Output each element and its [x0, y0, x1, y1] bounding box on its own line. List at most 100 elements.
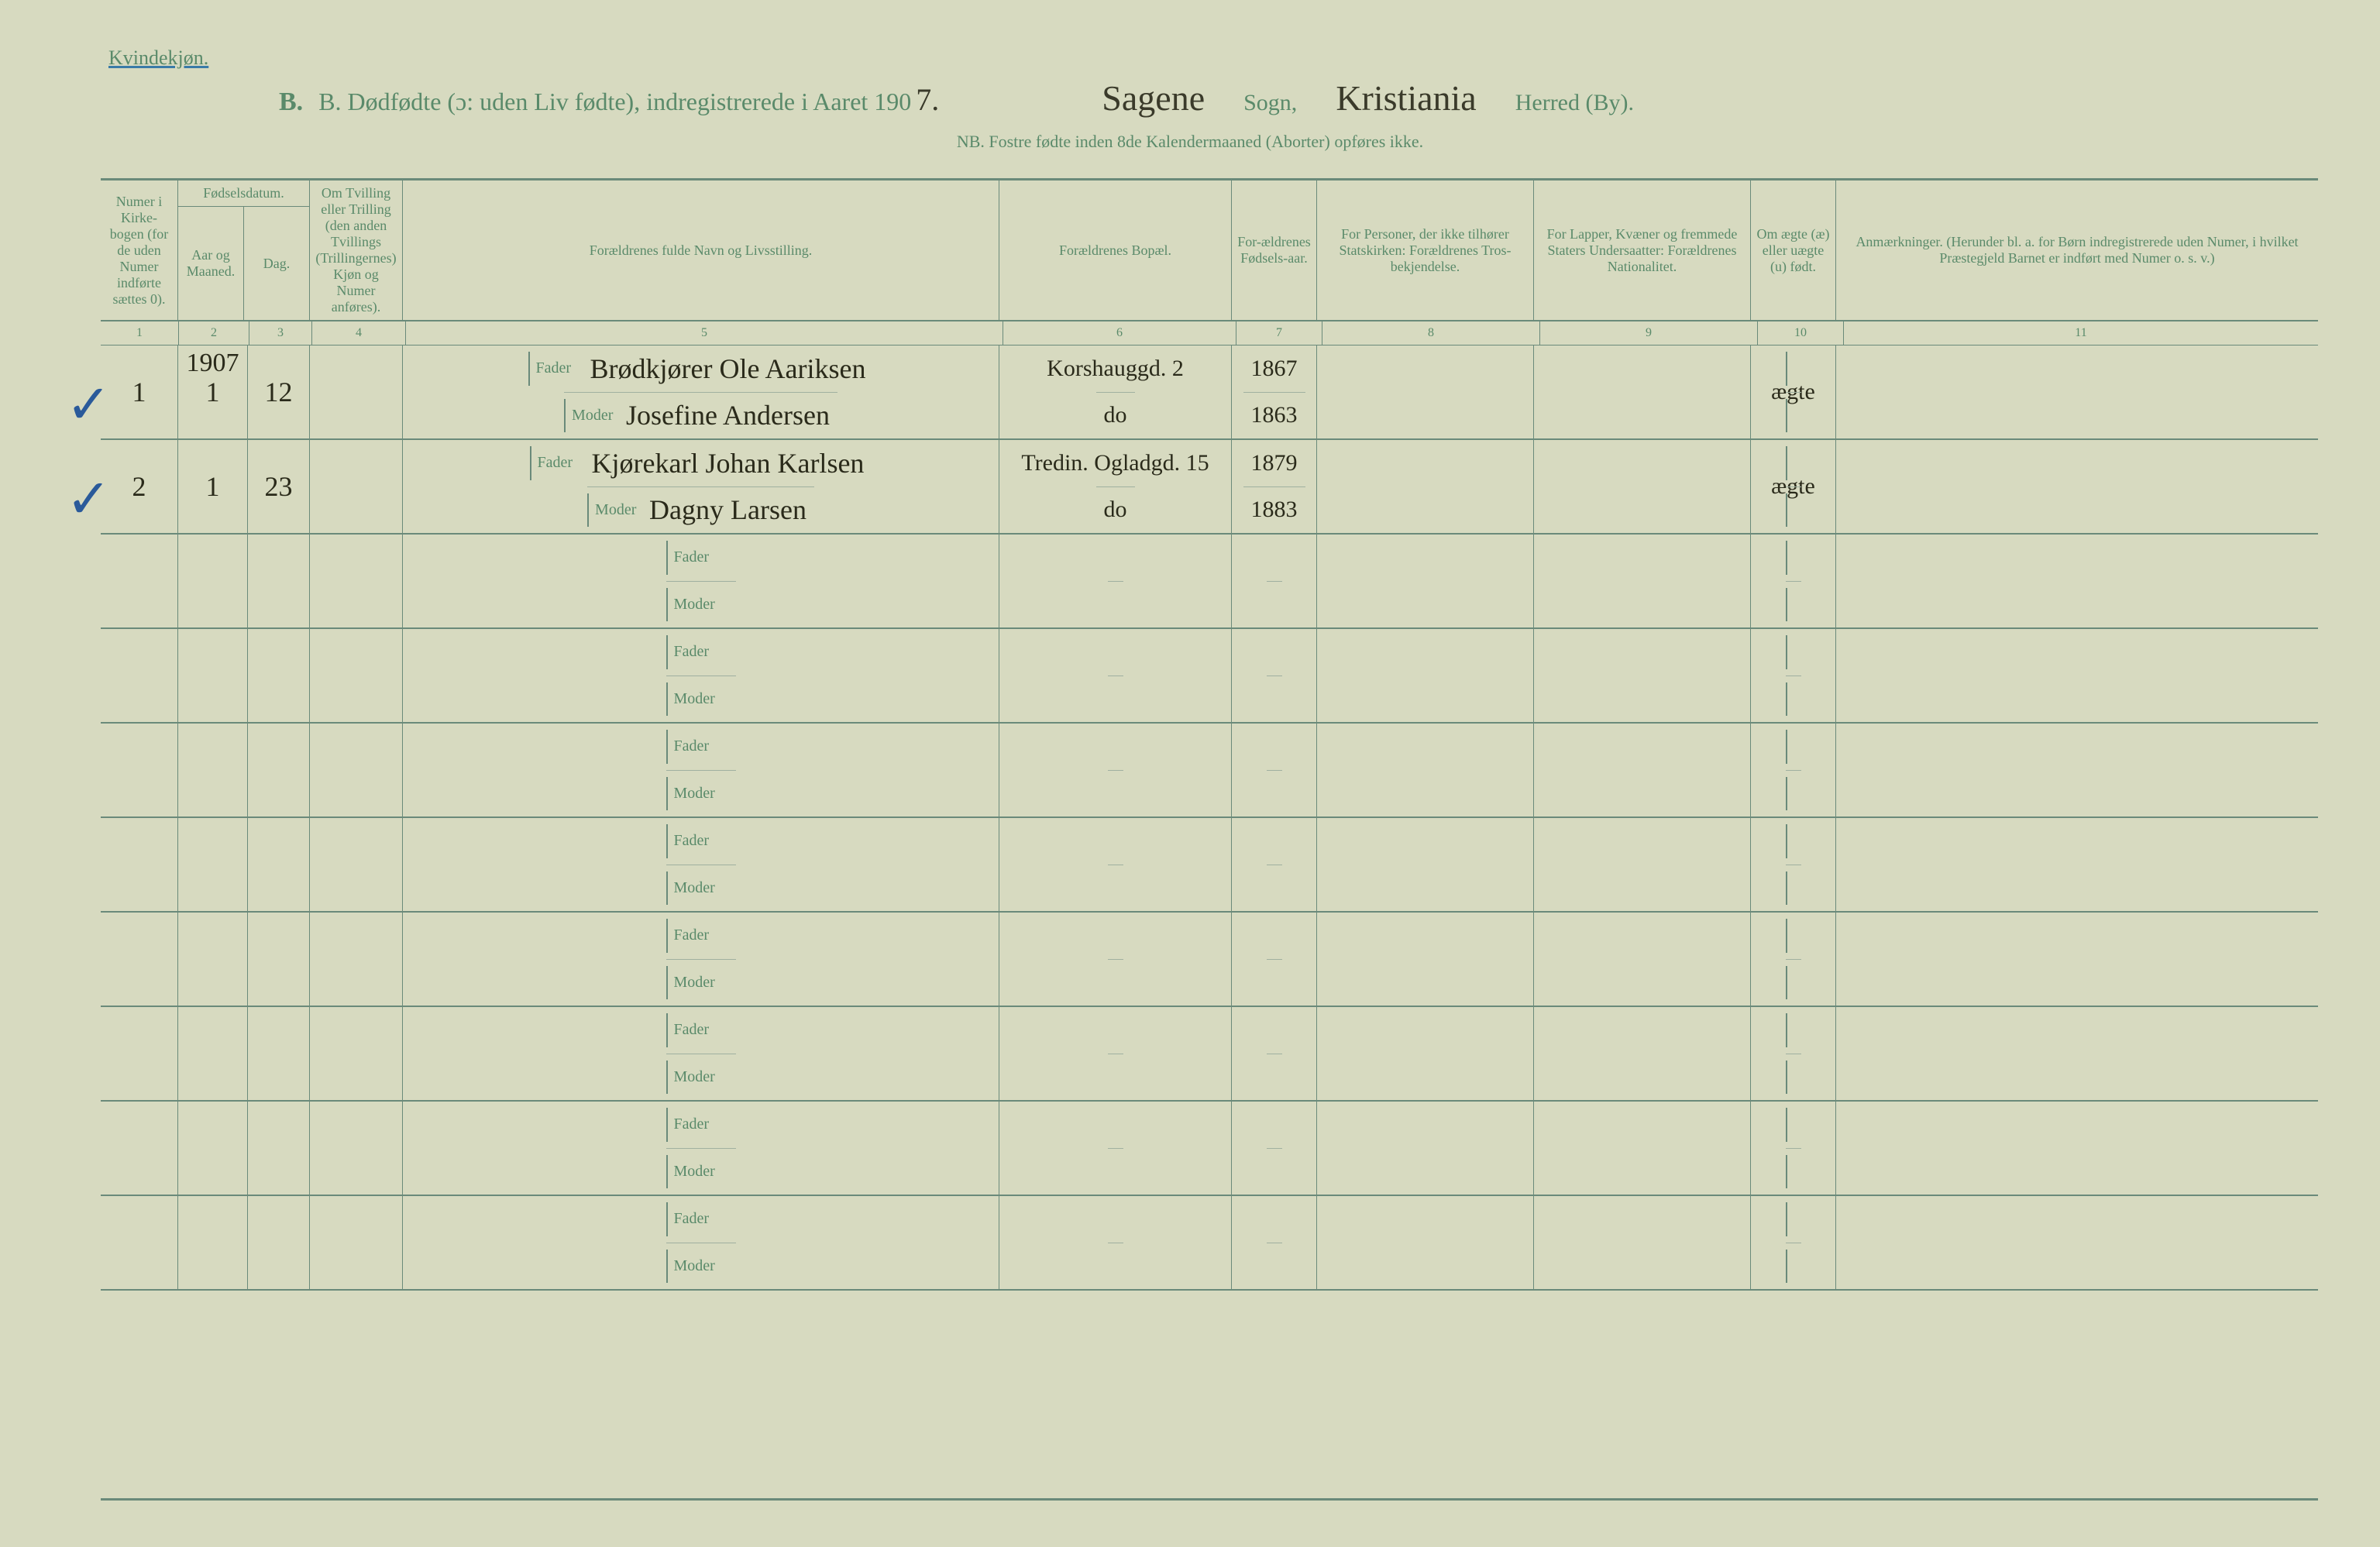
moder-bopel-sub	[1108, 581, 1123, 628]
moder-sub: Moder	[666, 581, 736, 628]
fader-sub: Fader	[666, 913, 736, 959]
fader-sub: Fader	[666, 724, 736, 770]
cell-names: FaderModer	[403, 629, 999, 722]
record-row: FaderModer	[101, 629, 2318, 724]
colnum-4: 4	[312, 321, 406, 345]
record-row: ✓11907112FaderBrødkjører Ole AariksenMod…	[101, 345, 2318, 440]
ledger-table: Numer i Kirke-bogen (for de uden Numer i…	[101, 178, 2318, 1501]
aegte-sub-top	[1786, 1102, 1801, 1148]
cell-nation	[1534, 1102, 1751, 1195]
cell-aegte: ægte	[1751, 345, 1836, 438]
moder-label: Moder	[595, 501, 649, 519]
cell-day: 23	[248, 440, 310, 533]
aegte-sub-top	[1786, 629, 1801, 676]
fader-sub: Fader	[666, 1102, 736, 1148]
cell-names: FaderModer	[403, 1196, 999, 1289]
cell-num: 1	[101, 345, 178, 438]
moder-year-sub	[1267, 1054, 1282, 1101]
num-value: 1	[132, 378, 146, 406]
record-row: FaderModer	[101, 724, 2318, 818]
cell-birthyear	[1232, 818, 1317, 911]
moder-year-sub	[1267, 1243, 1282, 1290]
moder-label: Moder	[674, 596, 728, 614]
moder-bopel-sub: do	[1096, 392, 1135, 439]
colnum-6: 6	[1003, 321, 1236, 345]
aegte-sub-bot	[1786, 865, 1801, 912]
year-suffix-hand: 7.	[916, 82, 939, 117]
fader-sub: Fader	[666, 1007, 736, 1054]
fader-bopel-sub	[1108, 629, 1123, 676]
year-top: 1907	[187, 349, 239, 378]
moder-bopel-sub	[1108, 676, 1123, 723]
aegte-sub-top	[1786, 535, 1801, 581]
col-header-8: For Lapper, Kvæner og fremmede Staters U…	[1534, 180, 1751, 320]
fader-bopel-sub	[1108, 1102, 1123, 1148]
fader-label: Fader	[538, 454, 592, 472]
moder-bopel: do	[1104, 404, 1127, 427]
moder-sub: Moder	[666, 1148, 736, 1195]
colnum-8: 8	[1322, 321, 1540, 345]
day-value: 12	[265, 378, 293, 406]
cell-month	[178, 535, 248, 627]
cell-num	[101, 535, 178, 627]
fader-name: Brødkjører Ole Aariksen	[590, 355, 866, 383]
aegte-sub-top	[1786, 440, 1801, 486]
moder-name: Dagny Larsen	[649, 496, 807, 524]
moder-label: Moder	[674, 1163, 728, 1181]
cell-tros	[1317, 1196, 1534, 1289]
fader-bopel-sub	[1108, 913, 1123, 959]
fader-bopel-sub	[1108, 1007, 1123, 1054]
fader-sub: Fader	[666, 535, 736, 581]
fader-bopel-sub	[1108, 818, 1123, 865]
checkmark-icon: ✓	[66, 373, 112, 437]
colnum-2: 2	[179, 321, 249, 345]
ledger-page: Kvindekjøn. B. B. Dødfødte (ɔ: uden Liv …	[0, 0, 2380, 1547]
cell-day	[248, 1007, 310, 1100]
fader-year-sub	[1267, 818, 1282, 865]
col-header-7: For Personer, der ikke tilhører Statskir…	[1317, 180, 1534, 320]
aegte-sub-top	[1786, 913, 1801, 959]
cell-names: Fader Moder	[403, 535, 999, 627]
cell-num	[101, 1196, 178, 1289]
cell-nation	[1534, 818, 1751, 911]
aegte-sub-top	[1786, 1007, 1801, 1054]
fader-label: Fader	[674, 737, 728, 755]
moder-bopel: do	[1104, 498, 1127, 521]
day-value: 23	[265, 473, 293, 500]
cell-tros	[1317, 818, 1534, 911]
col-header-5: Forældrenes Bopæl.	[999, 180, 1232, 320]
moder-label: Moder	[674, 879, 728, 897]
record-row: FaderModer	[101, 818, 2318, 913]
fader-year-sub: 1879	[1243, 440, 1305, 486]
record-row: Fader Moder	[101, 535, 2318, 629]
cell-bopel	[999, 1102, 1232, 1195]
colnum-3: 3	[249, 321, 312, 345]
aegte-sub-bot	[1786, 959, 1801, 1006]
cell-aegte	[1751, 818, 1836, 911]
col-header-1: Numer i Kirke-bogen (for de uden Numer i…	[101, 180, 178, 320]
cell-names: FaderModer	[403, 1007, 999, 1100]
fader-year-sub	[1267, 724, 1282, 770]
cell-names: FaderKjørekarl Johan KarlsenModerDagny L…	[403, 440, 999, 533]
colnum-7: 7	[1236, 321, 1322, 345]
cell-aegte: ægte	[1751, 440, 1836, 533]
cell-bopel	[999, 818, 1232, 911]
cell-month	[178, 629, 248, 722]
ledger-header-row: Numer i Kirke-bogen (for de uden Numer i…	[101, 180, 2318, 321]
cell-birthyear	[1232, 535, 1317, 627]
cell-aegte	[1751, 724, 1836, 816]
record-row: FaderModer	[101, 1196, 2318, 1291]
moder-bopel-sub	[1108, 1243, 1123, 1290]
cell-nation	[1534, 535, 1751, 627]
moder-year-sub	[1267, 770, 1282, 817]
title-prefix: B. Dødfødte (ɔ: uden Liv fødte), indregi…	[318, 88, 911, 115]
cell-anm	[1836, 724, 2318, 816]
cell-bopel	[999, 913, 1232, 1006]
moder-label: Moder	[674, 1257, 728, 1275]
record-row: ✓2123FaderKjørekarl Johan KarlsenModerDa…	[101, 440, 2318, 535]
cell-bopel	[999, 724, 1232, 816]
moder-label: Moder	[674, 690, 728, 708]
fader-year-sub: 1867	[1243, 345, 1305, 392]
cell-birthyear: 18791883	[1232, 440, 1317, 533]
cell-nation	[1534, 345, 1751, 438]
